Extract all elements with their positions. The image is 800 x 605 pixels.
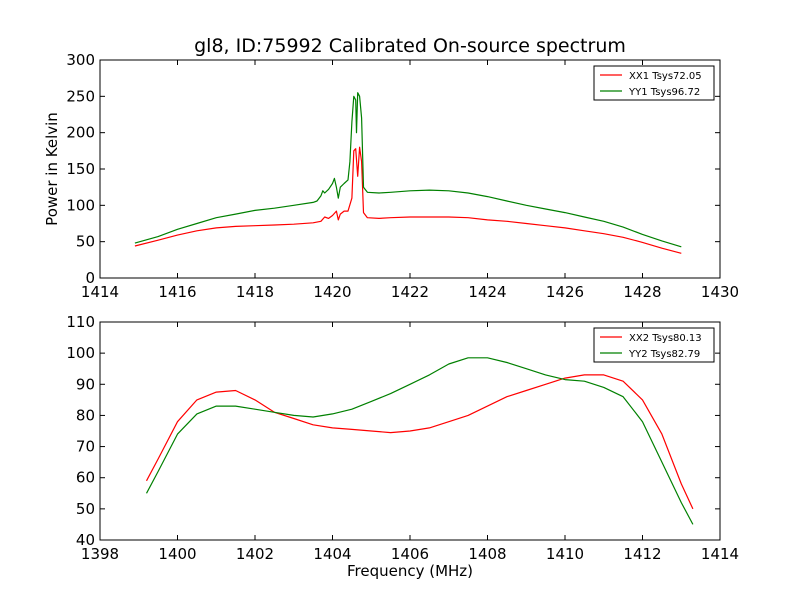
- y-tick-label: 60: [76, 469, 95, 487]
- x-tick-label: 1408: [468, 545, 506, 563]
- y-tick-label: 100: [66, 196, 95, 214]
- x-tick-label: 1416: [158, 283, 196, 301]
- x-tick-label: 1418: [236, 283, 274, 301]
- y-tick-label: 300: [66, 51, 95, 69]
- y-tick-label: 110: [66, 313, 95, 331]
- x-axis-label: Frequency (MHz): [347, 562, 473, 580]
- x-tick-label: 1414: [701, 545, 739, 563]
- legend-box: [593, 65, 715, 101]
- panel-1-series: [134, 92, 682, 254]
- legend-label: YY2 Tsys82.79: [628, 349, 700, 360]
- y-tick-label: 70: [76, 438, 95, 456]
- y-tick-label: 80: [76, 406, 95, 424]
- x-tick-label: 1422: [391, 283, 429, 301]
- series-line-yy1: [134, 92, 682, 248]
- x-tick-label: 1420: [313, 283, 351, 301]
- panel-2: 1398 1400 1402 1404 1406 1408 1410 1412 1414 40 50…: [66, 313, 739, 580]
- x-tick-label: 1430: [701, 283, 739, 301]
- x-tick-label: 1410: [546, 545, 584, 563]
- legend-box: [593, 327, 715, 363]
- panel-2-series: [145, 357, 694, 525]
- x-tick-label: 1400: [158, 545, 196, 563]
- y-axis-label: Power in Kelvin: [43, 112, 61, 226]
- y-tick-label: 50: [76, 233, 95, 251]
- y-tick-label: 100: [66, 344, 95, 362]
- series-line-xx2: [145, 374, 694, 510]
- panel-1: 1414 1416 1418 1420 1422 1424 1426 1428 1430 0 50 1…: [43, 51, 739, 301]
- legend-1: XX1 Tsys72.05 YY1 Tsys96.72: [593, 65, 715, 101]
- legend-label: YY1 Tsys96.72: [628, 87, 700, 98]
- x-tick-label: 1414: [81, 283, 119, 301]
- x-tick-label: 1406: [391, 545, 429, 563]
- series-line-yy2: [145, 357, 694, 525]
- x-tick-label: 1404: [313, 545, 351, 563]
- y-tick-label: 250: [66, 87, 95, 105]
- legend-label: XX1 Tsys72.05: [629, 71, 702, 82]
- y-tick-label: 200: [66, 124, 95, 142]
- x-tick-label: 1398: [81, 545, 119, 563]
- legend-2: XX2 Tsys80.13 YY2 Tsys82.79: [593, 327, 715, 363]
- series-line-xx1: [134, 146, 682, 254]
- y-tick-label: 90: [76, 375, 95, 393]
- chart-title: gl8, ID:75992 Calibrated On-source spect…: [194, 35, 626, 57]
- legend-label: XX2 Tsys80.13: [629, 333, 702, 344]
- y-tick-label: 40: [76, 531, 95, 549]
- x-tick-label: 1402: [236, 545, 274, 563]
- x-tick-label: 1426: [546, 283, 584, 301]
- x-tick-label: 1412: [623, 545, 661, 563]
- x-tick-label: 1424: [468, 283, 506, 301]
- x-tick-label: 1428: [623, 283, 661, 301]
- y-tick-label: 0: [85, 269, 95, 287]
- y-tick-label: 150: [66, 160, 95, 178]
- y-tick-label: 50: [76, 500, 95, 518]
